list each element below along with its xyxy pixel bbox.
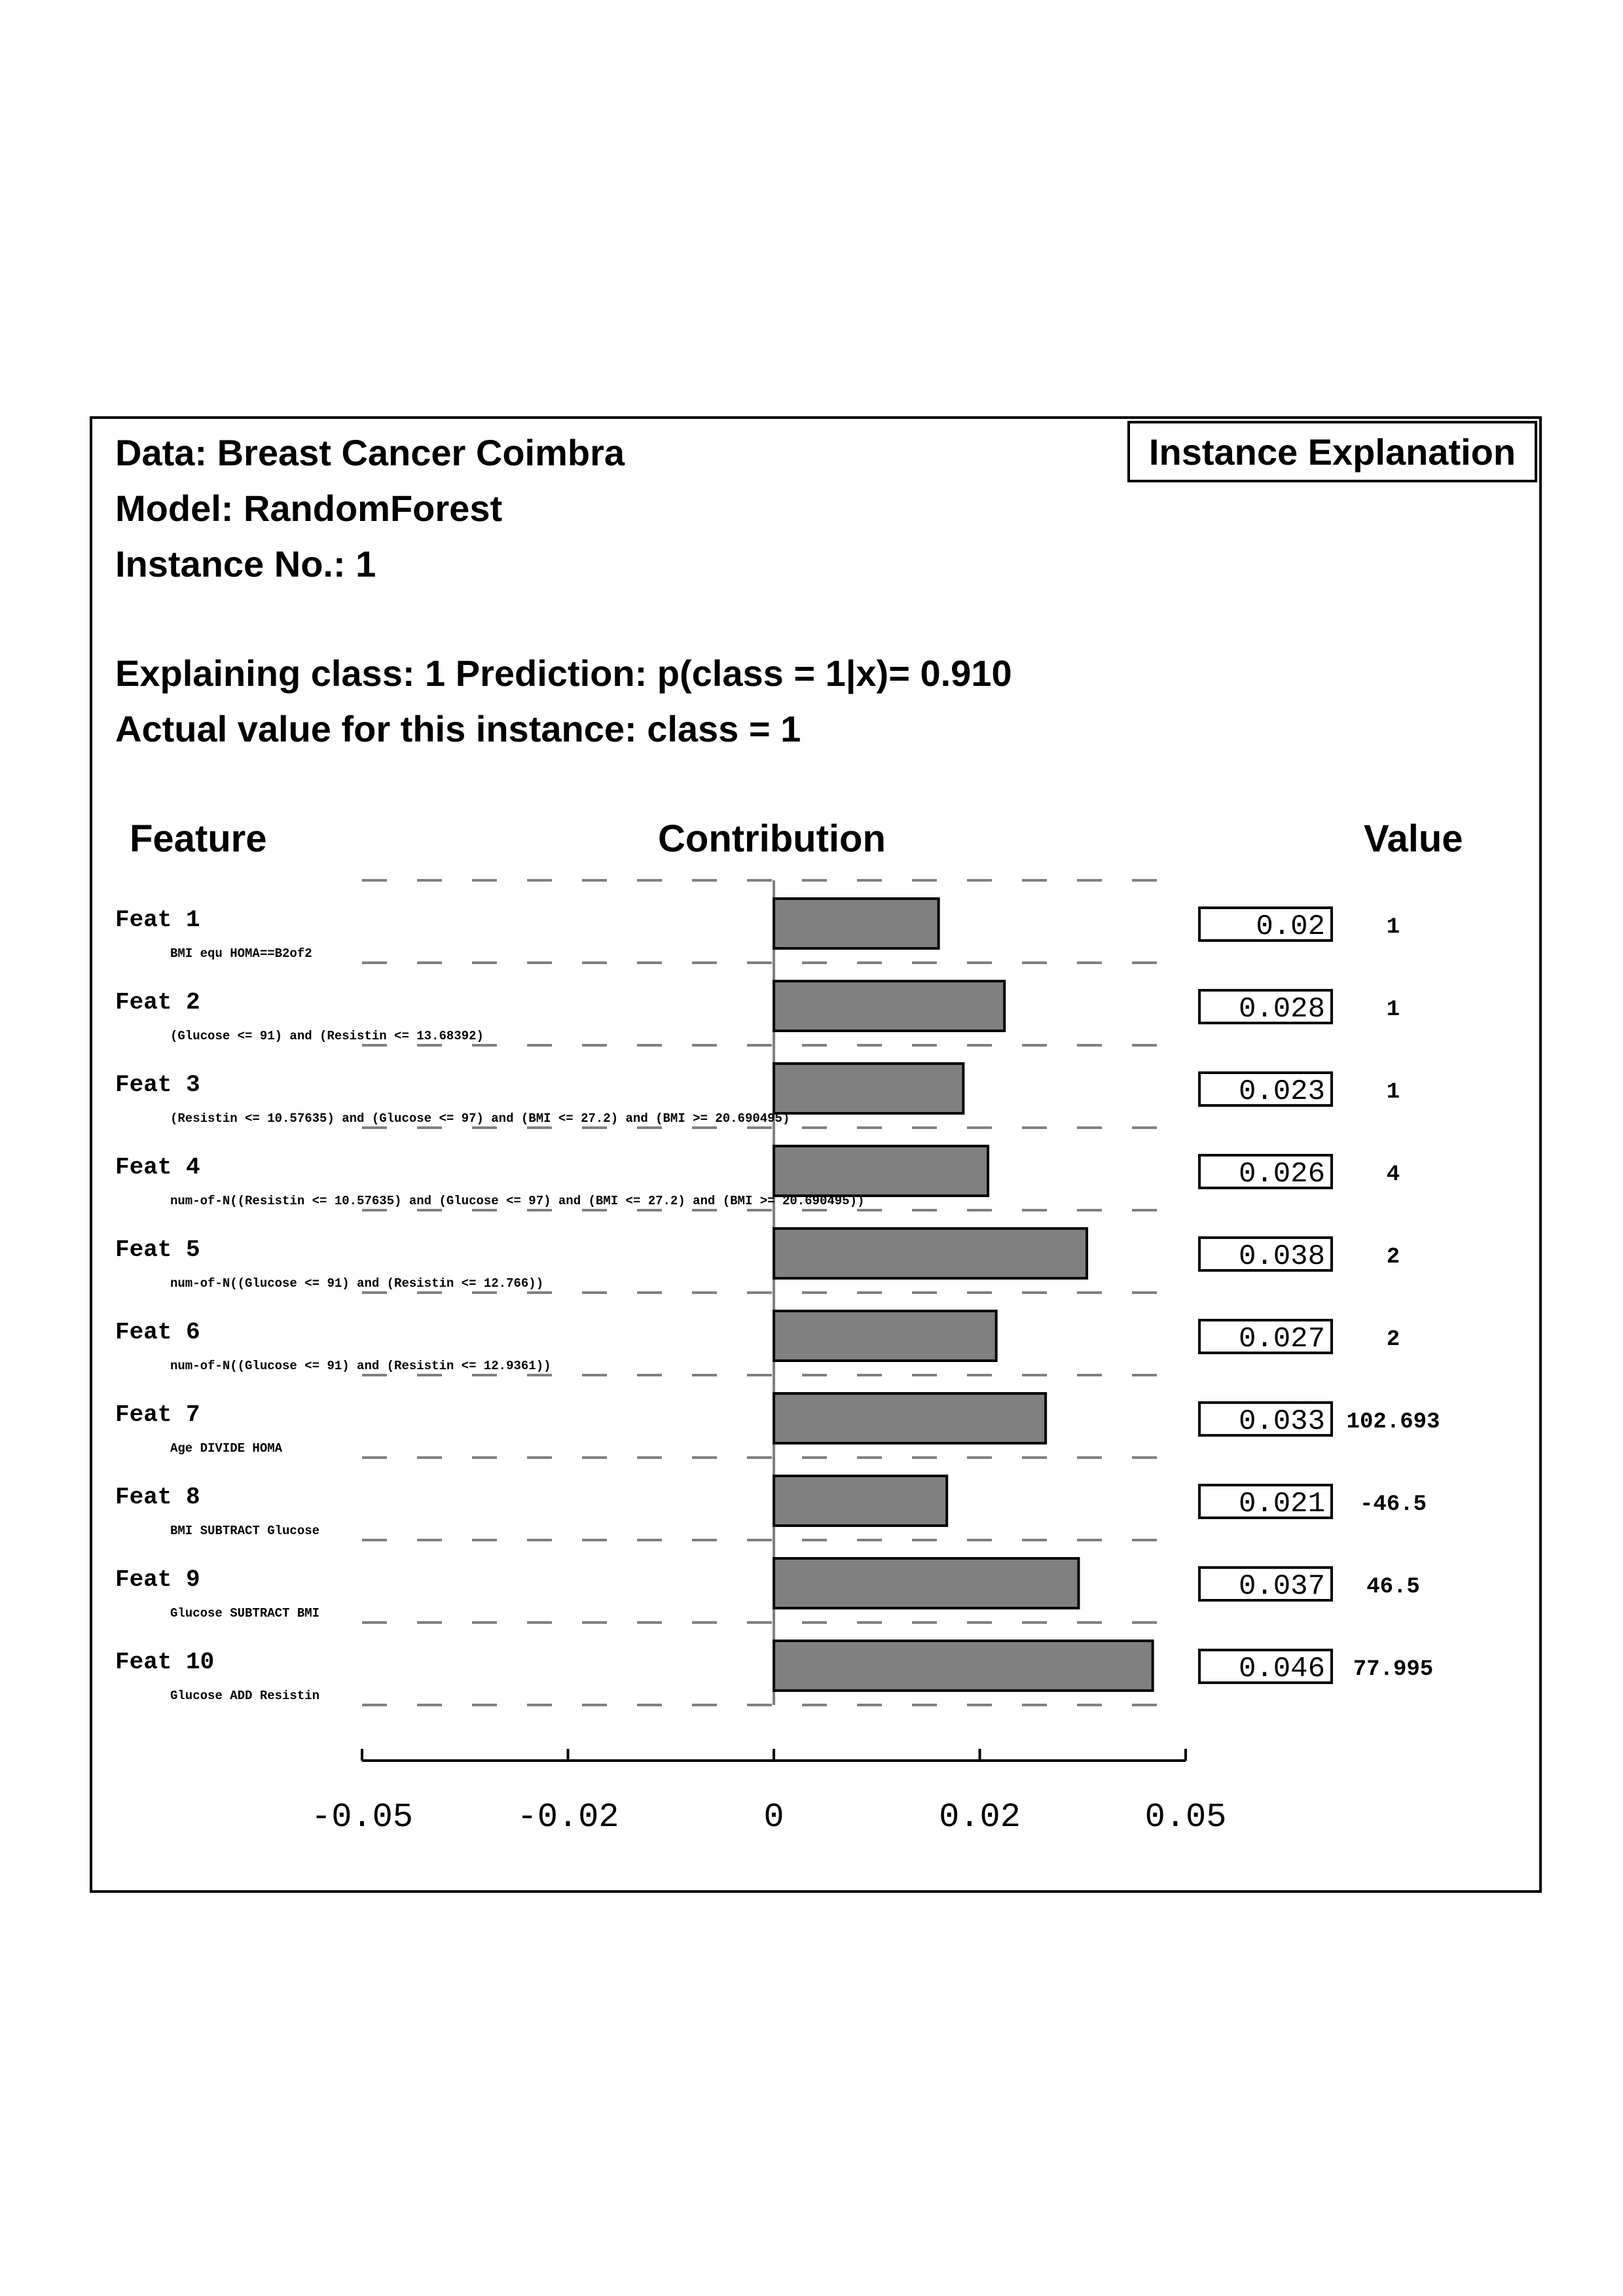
feature-description: Age DIVIDE HOMA <box>170 1441 283 1456</box>
contribution-bar <box>773 1062 965 1115</box>
feature-description: BMI equ HOMA==B2of2 <box>170 946 312 961</box>
contribution-bar <box>773 1310 998 1362</box>
instance-title: Instance No.: 1 <box>115 543 376 584</box>
feature-description: Glucose ADD Resistin <box>170 1689 319 1703</box>
contribution-bar <box>773 980 1006 1032</box>
contribution-bar <box>773 1475 949 1527</box>
explaining-class-line: Explaining class: 1 Prediction: p(class … <box>115 653 1012 694</box>
feature-name: Feat 5 <box>115 1236 200 1263</box>
feature-name: Feat 9 <box>115 1566 200 1593</box>
x-axis-tick-label: -0.02 <box>517 1798 619 1837</box>
feature-description: (Resistin <= 10.57635) and (Glucose <= 9… <box>170 1111 790 1126</box>
contribution-value-label: 0.023 <box>1239 1075 1325 1108</box>
feature-description: BMI SUBTRACT Glucose <box>170 1524 319 1538</box>
feature-value: 4 <box>1387 1162 1400 1187</box>
feature-description: num-of-N((Resistin <= 10.57635) and (Glu… <box>170 1194 864 1208</box>
contribution-bar <box>773 1227 1089 1280</box>
feature-value: -46.5 <box>1360 1492 1427 1517</box>
instance-explanation-badge: Instance Explanation <box>1127 421 1537 482</box>
contribution-value-box <box>1198 1154 1333 1189</box>
x-axis-tick-label: 0.05 <box>1145 1798 1227 1837</box>
contribution-value-label: 0.02 <box>1256 910 1325 943</box>
feature-value: 77.995 <box>1353 1657 1433 1682</box>
feature-name: Feat 6 <box>115 1319 200 1346</box>
x-axis-tick-label: 0 <box>763 1798 784 1837</box>
feature-name: Feat 7 <box>115 1401 200 1428</box>
contribution-value-label: 0.027 <box>1239 1323 1325 1355</box>
feature-value: 1 <box>1387 915 1400 940</box>
model-title: Model: RandomForest <box>115 488 503 529</box>
feature-name: Feat 2 <box>115 989 200 1016</box>
feature-name: Feat 10 <box>115 1649 214 1676</box>
contribution-bar <box>773 1145 990 1197</box>
x-axis-tick-label: -0.05 <box>311 1798 413 1837</box>
feature-column-header: Feature <box>130 817 267 860</box>
contribution-value-label: 0.038 <box>1239 1240 1325 1273</box>
feature-value: 1 <box>1387 997 1400 1022</box>
contribution-value-label: 0.026 <box>1239 1158 1325 1191</box>
contribution-value-label: 0.046 <box>1239 1653 1325 1685</box>
contribution-value-box <box>1198 1319 1333 1354</box>
contribution-bar <box>773 1640 1154 1692</box>
feature-name: Feat 1 <box>115 906 200 933</box>
feature-name: Feat 4 <box>115 1154 200 1181</box>
actual-value-line: Actual value for this instance: class = … <box>115 708 801 749</box>
value-column-header: Value <box>1364 817 1463 860</box>
feature-description: Glucose SUBTRACT BMI <box>170 1606 319 1621</box>
contribution-bar <box>773 1557 1080 1609</box>
feature-value: 46.5 <box>1366 1575 1420 1600</box>
contribution-bar <box>773 1392 1048 1444</box>
contribution-value-box <box>1198 1484 1333 1519</box>
feature-description: (Glucose <= 91) and (Resistin <= 13.6839… <box>170 1029 484 1043</box>
contribution-bar <box>773 897 940 950</box>
contribution-value-label: 0.033 <box>1239 1405 1325 1438</box>
contribution-value-box <box>1198 1236 1333 1272</box>
feature-value: 2 <box>1387 1245 1400 1270</box>
feature-name: Feat 3 <box>115 1071 200 1098</box>
feature-description: num-of-N((Glucose <= 91) and (Resistin <… <box>170 1359 551 1373</box>
contribution-value-box <box>1198 1071 1333 1107</box>
contribution-value-box <box>1198 906 1333 942</box>
feature-description: num-of-N((Glucose <= 91) and (Resistin <… <box>170 1276 543 1291</box>
feature-value: 102.693 <box>1347 1410 1440 1435</box>
contribution-value-box <box>1198 989 1333 1024</box>
contribution-column-header: Contribution <box>658 817 886 860</box>
contribution-value-label: 0.021 <box>1239 1488 1325 1520</box>
contribution-value-box <box>1198 1401 1333 1437</box>
explanation-frame <box>90 416 1542 1893</box>
feature-name: Feat 8 <box>115 1484 200 1511</box>
contribution-value-box <box>1198 1649 1333 1684</box>
feature-value: 1 <box>1387 1080 1400 1105</box>
feature-value: 2 <box>1387 1327 1400 1352</box>
contribution-value-box <box>1198 1566 1333 1602</box>
contribution-value-label: 0.028 <box>1239 993 1325 1026</box>
contribution-value-label: 0.037 <box>1239 1570 1325 1603</box>
data-title: Data: Breast Cancer Coimbra <box>115 432 625 473</box>
x-axis-tick-label: 0.02 <box>939 1798 1021 1837</box>
